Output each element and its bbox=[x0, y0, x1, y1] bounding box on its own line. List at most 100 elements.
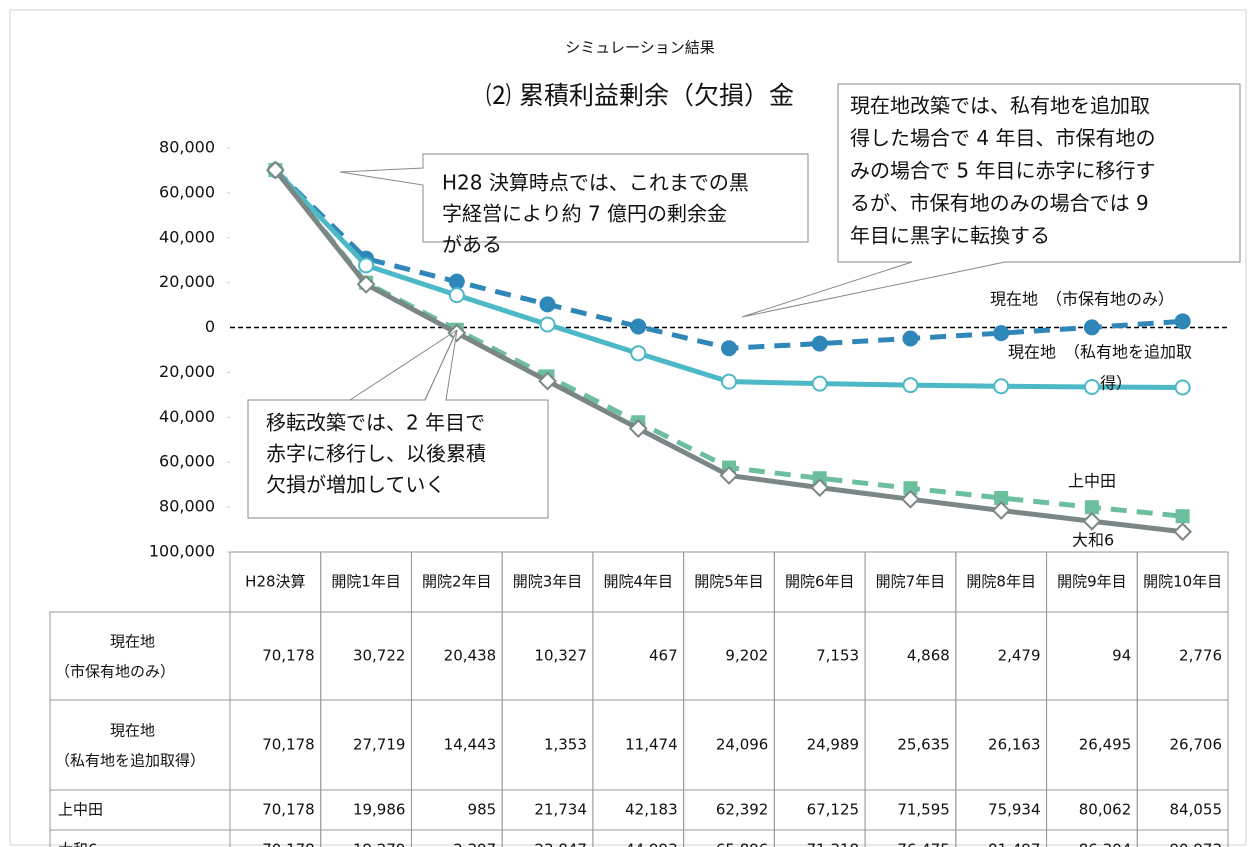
table-header: 開院4年目 bbox=[603, 573, 673, 591]
annotation: 得した場合で 4 年目、市保有地の bbox=[850, 126, 1155, 150]
table-value: 30,722 bbox=[353, 647, 406, 665]
table-cell bbox=[229, 829, 322, 847]
marker bbox=[993, 378, 1010, 395]
table-header: 開院8年目 bbox=[966, 573, 1036, 591]
series-label: 得） bbox=[1100, 374, 1132, 393]
table-value: 70,178 bbox=[262, 647, 315, 665]
table-value: 24,989 bbox=[807, 736, 860, 754]
table-value: 67,125 bbox=[807, 801, 860, 819]
marker bbox=[539, 296, 556, 313]
table-value: 19,986 bbox=[353, 801, 406, 819]
marker bbox=[448, 287, 465, 304]
table-header: 開院1年目 bbox=[331, 573, 401, 591]
callout-box bbox=[339, 153, 809, 243]
table-value: 71,318 bbox=[807, 841, 860, 847]
marker bbox=[1174, 379, 1191, 396]
plot: 80,000 60,000 40,000 20,000 0 20,000 40,000 60,… bbox=[149, 138, 1228, 561]
row-label: 大和6 bbox=[58, 841, 98, 847]
marker bbox=[1083, 379, 1100, 396]
marker bbox=[810, 478, 830, 498]
annotation: みの場合で 5 年目に赤字に移行す bbox=[850, 159, 1155, 183]
table-value: 4,868 bbox=[907, 647, 950, 665]
y-tick-label: 0 bbox=[205, 317, 215, 336]
data-table: H28決算 開院1年目 開院2年目 開院3年目 開院4年目 開院5年目 開院6年目 開院7年目… bbox=[49, 551, 1229, 847]
annotation: 欠損が増加していく bbox=[266, 473, 445, 497]
callout-pointer bbox=[424, 329, 458, 401]
table-cell bbox=[49, 829, 231, 847]
y-tick-label: 60,000 bbox=[159, 182, 215, 201]
marker bbox=[1084, 500, 1099, 515]
table-cell bbox=[955, 829, 1048, 847]
marker bbox=[721, 340, 737, 357]
marker bbox=[539, 316, 556, 333]
table-value: 23,847 bbox=[534, 841, 587, 847]
table-header: 開院5年目 bbox=[694, 573, 764, 591]
callout-pointer bbox=[349, 329, 458, 401]
table-value: 11,474 bbox=[625, 736, 678, 754]
y-tick-label: 20,000 bbox=[159, 362, 215, 381]
table-value: 14,443 bbox=[444, 736, 497, 754]
chart-title: シミュレーション結果 bbox=[565, 39, 714, 57]
annotation: 赤字に移行し、以後累積 bbox=[266, 442, 486, 466]
table-value: 21,734 bbox=[534, 801, 587, 819]
annotation: るが、市保有地のみの場合では 9 bbox=[850, 191, 1149, 215]
table-header: 開院6年目 bbox=[785, 573, 855, 591]
table-cell bbox=[1046, 829, 1138, 847]
table-value: 70,178 bbox=[262, 841, 315, 847]
table-cell bbox=[864, 829, 957, 847]
table-value: 2,479 bbox=[998, 647, 1041, 665]
callout-box bbox=[741, 83, 1241, 318]
marker bbox=[630, 318, 647, 335]
table-value: 20,438 bbox=[444, 647, 497, 665]
table-value: 985 bbox=[468, 801, 497, 819]
table-value: 94 bbox=[1112, 647, 1131, 665]
table-cell bbox=[320, 829, 412, 847]
table-value: 70,178 bbox=[262, 736, 315, 754]
series-label: 大和6 bbox=[1072, 531, 1114, 550]
table-value: 44,993 bbox=[625, 841, 678, 847]
marker bbox=[538, 371, 557, 391]
row-label: （市保有地のみ） bbox=[55, 663, 175, 681]
table-value: 10,327 bbox=[534, 647, 587, 665]
y-tick-label: 40,000 bbox=[159, 407, 215, 426]
table-cell bbox=[1136, 829, 1229, 847]
marker bbox=[993, 325, 1010, 342]
marker bbox=[901, 489, 920, 509]
marker bbox=[1173, 522, 1193, 542]
table-value: 467 bbox=[649, 647, 678, 665]
table-value: 86,304 bbox=[1079, 841, 1132, 847]
table-value: 26,163 bbox=[988, 736, 1041, 754]
callout bbox=[247, 83, 1241, 519]
y-tick-label: 80,000 bbox=[159, 497, 215, 516]
table-value: 9,202 bbox=[725, 647, 768, 665]
table-value: 26,495 bbox=[1079, 736, 1132, 754]
table-value: 2,397 bbox=[453, 841, 496, 847]
annotation: がある bbox=[442, 233, 502, 257]
y-tick-label: 20,000 bbox=[159, 272, 215, 291]
annotation: 年目に黒字に転換する bbox=[850, 224, 1050, 248]
marker bbox=[1083, 319, 1100, 336]
table-value: 26,706 bbox=[1170, 736, 1223, 754]
table-cell bbox=[683, 829, 775, 847]
row-label: 上中田 bbox=[58, 801, 103, 819]
table-value: 81,497 bbox=[988, 841, 1041, 847]
table-header: 開院9年目 bbox=[1057, 573, 1127, 591]
annotation: 字経営により約 7 億円の剰余金 bbox=[442, 202, 727, 226]
series-label: 上中田 bbox=[1068, 472, 1116, 491]
table-value: 1,353 bbox=[544, 736, 587, 754]
series-label: 現在地 （私有地を追加取 bbox=[1008, 343, 1192, 362]
marker bbox=[628, 419, 648, 438]
table-cell bbox=[501, 829, 594, 847]
table-header: 開院3年目 bbox=[513, 573, 583, 591]
marker bbox=[356, 274, 376, 294]
marker bbox=[630, 345, 647, 362]
annotation: 現在地改築では、私有地を追加取 bbox=[850, 94, 1150, 118]
marker bbox=[902, 330, 919, 347]
table-value: 75,934 bbox=[988, 801, 1041, 819]
y-tick-label: 40,000 bbox=[159, 227, 215, 246]
marker bbox=[358, 257, 375, 274]
table-value: 84,055 bbox=[1170, 801, 1223, 819]
marker bbox=[265, 160, 285, 180]
table-value: 7,153 bbox=[816, 647, 859, 665]
